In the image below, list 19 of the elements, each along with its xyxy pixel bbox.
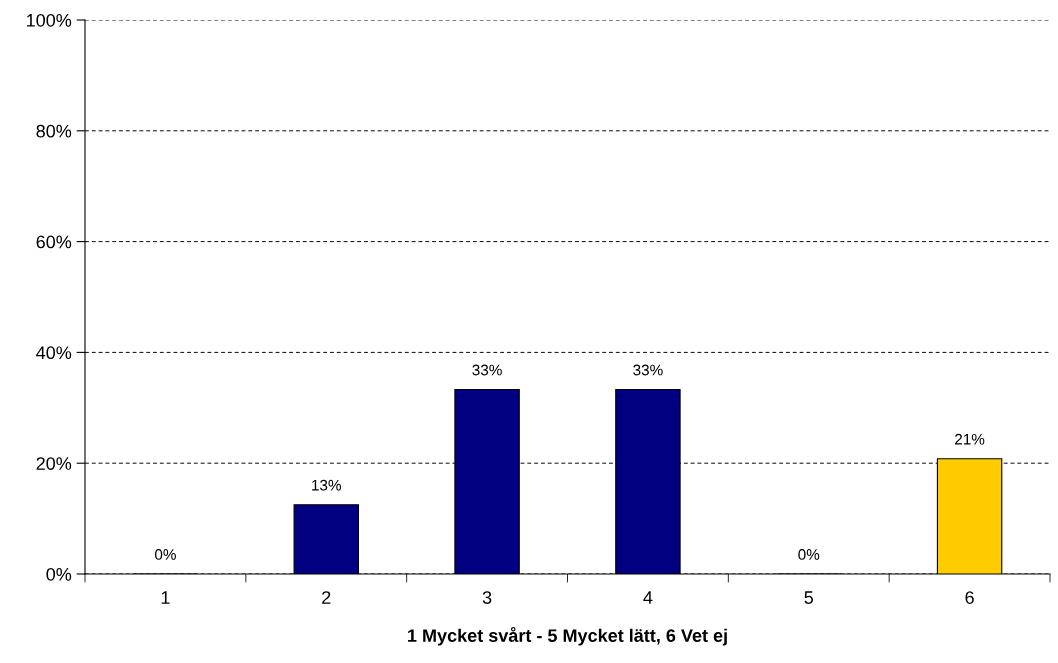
x-tick-label: 4 (643, 591, 653, 604)
data-label: 0% (798, 549, 820, 560)
y-tick-label: 60% (36, 235, 72, 249)
y-tick-label: 80% (36, 124, 72, 138)
data-label: 33% (633, 364, 663, 376)
x-axis-title: 1 Mycket svårt - 5 Mycket lätt, 6 Vet ej (408, 626, 727, 646)
y-tick-label: 100% (27, 13, 72, 27)
x-tick-label: 6 (965, 591, 974, 604)
x-tick-label: 3 (482, 591, 492, 604)
x-tick-label: 5 (804, 591, 814, 604)
y-tick-label: 40% (36, 346, 72, 360)
data-label: 21% (955, 433, 985, 445)
x-tick-label: 2 (322, 591, 331, 604)
data-label: 0% (154, 549, 176, 560)
data-label: 33% (472, 364, 502, 376)
y-tick-label: 0% (46, 567, 72, 581)
y-tick-label: 20% (36, 457, 72, 470)
data-label: 13% (312, 479, 341, 491)
x-tick-label: 1 (161, 591, 170, 604)
